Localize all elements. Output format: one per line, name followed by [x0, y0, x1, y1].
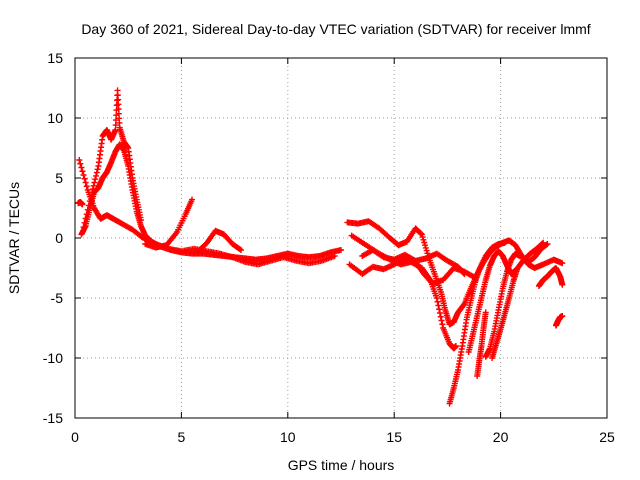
- data-point: [93, 169, 100, 176]
- data-point: [77, 160, 84, 167]
- x-tick-label: 5: [178, 429, 186, 445]
- data-point: [539, 240, 546, 247]
- x-tick-label: 15: [386, 429, 402, 445]
- chart-title: Day 360 of 2021, Sidereal Day-to-day VTE…: [81, 21, 590, 37]
- data-point: [92, 176, 99, 183]
- data-point: [433, 295, 440, 301]
- x-tick-label: 20: [493, 429, 509, 445]
- data-point: [482, 309, 489, 316]
- data-point: [81, 219, 88, 226]
- data-point: [434, 298, 441, 305]
- y-tick-label: -5: [51, 290, 64, 306]
- data-point: [559, 313, 566, 319]
- series-trace-p: [552, 313, 566, 329]
- data-point: [83, 183, 90, 190]
- tick-labels: 0 5 10 15 20 25 -15 -10 -5 0 5 10 15: [43, 50, 615, 445]
- data-point: [501, 239, 508, 246]
- series-trace-d: [142, 196, 196, 251]
- y-tick-label: 10: [47, 110, 63, 126]
- data-point: [78, 164, 85, 171]
- series-trace-f: [344, 218, 566, 328]
- series-trace-b: [76, 157, 338, 268]
- y-tick-label: -10: [43, 350, 63, 366]
- series-trace-j: [446, 239, 508, 407]
- data-point: [93, 172, 100, 179]
- y-tick-label: 5: [55, 170, 63, 186]
- data-point: [82, 215, 89, 222]
- data-point: [338, 247, 344, 253]
- x-tick-label: 10: [280, 429, 296, 445]
- series-trace-n: [489, 239, 547, 361]
- data-points: [75, 87, 566, 407]
- data-point: [81, 175, 88, 182]
- data-point: [80, 224, 87, 231]
- series-trace-c: [80, 87, 144, 231]
- y-tick-label: -15: [43, 410, 63, 426]
- data-point: [87, 193, 94, 200]
- data-point: [85, 202, 92, 209]
- data-point: [437, 313, 444, 320]
- series-trace-i: [346, 255, 479, 287]
- data-point: [84, 206, 91, 213]
- series-trace-e: [195, 227, 244, 255]
- data-point: [89, 186, 96, 193]
- data-point: [90, 182, 97, 189]
- y-axis-label: SDTVAR / TECUs: [6, 182, 22, 294]
- data-point: [418, 231, 425, 238]
- data-point: [76, 157, 83, 163]
- data-point: [438, 317, 445, 324]
- data-point: [418, 230, 425, 237]
- series-trace-q: [75, 199, 86, 208]
- data-point: [544, 241, 551, 247]
- data-point: [559, 281, 566, 288]
- data-point: [452, 343, 459, 349]
- data-point: [89, 189, 96, 196]
- data-point: [83, 211, 90, 218]
- data-point: [237, 247, 244, 253]
- x-tick-label: 0: [71, 429, 79, 445]
- data-point: [236, 246, 243, 253]
- data-point: [540, 239, 547, 246]
- data-point: [91, 179, 98, 186]
- data-point: [189, 196, 196, 203]
- data-point: [559, 260, 566, 267]
- x-axis-label: GPS time / hours: [288, 457, 395, 473]
- data-point: [94, 166, 101, 173]
- data-point: [86, 198, 93, 205]
- data-point: [331, 253, 338, 259]
- data-point: [439, 321, 446, 328]
- data-point: [82, 179, 89, 186]
- data-point: [80, 172, 87, 178]
- series-trace-a: [78, 141, 344, 263]
- plot-frame: [74, 57, 608, 419]
- data-point: [436, 306, 443, 313]
- x-tick-label: 25: [599, 429, 615, 445]
- data-point: [435, 302, 442, 309]
- y-tick-label: 0: [55, 230, 63, 246]
- data-point: [436, 310, 443, 316]
- grid-lines: [75, 58, 607, 418]
- data-point: [137, 217, 144, 223]
- y-tick-label: 15: [47, 50, 63, 66]
- data-point: [422, 244, 429, 251]
- series-trace-l: [474, 309, 489, 379]
- series-trace-o: [535, 265, 566, 289]
- data-point: [79, 168, 86, 175]
- data-point: [79, 201, 86, 208]
